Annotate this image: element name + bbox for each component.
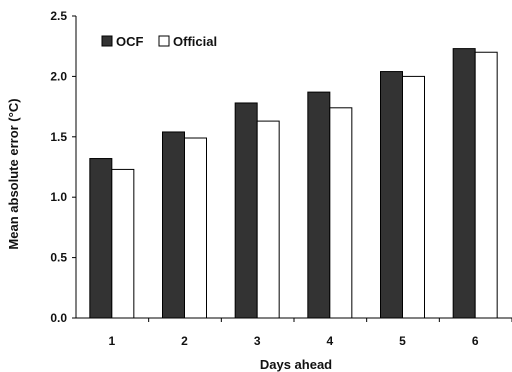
bar-ocf <box>162 131 185 319</box>
bar-ocf <box>307 91 331 319</box>
plot-area <box>75 16 512 319</box>
x-tick-label: 4 <box>326 334 333 348</box>
legend-label-ocf: OCF <box>116 34 144 49</box>
y-tick-label: 1.0 <box>50 190 67 204</box>
legend-swatch-official <box>158 35 170 47</box>
y-tick-label: 2.5 <box>50 9 67 23</box>
x-axis-title: Days ahead <box>260 357 332 372</box>
x-axis: 1 2 3 4 5 6 <box>108 318 512 348</box>
x-tick-label: 3 <box>254 334 261 348</box>
y-axis: 0.0 0.5 1.0 1.5 2.0 2.5 <box>50 9 76 325</box>
y-tick-label: 2.0 <box>50 69 67 83</box>
bar-ocf <box>380 71 403 319</box>
bars <box>89 48 498 319</box>
x-tick-label: 2 <box>181 334 188 348</box>
x-tick-label: 6 <box>472 334 479 348</box>
bar-ocf <box>234 102 258 319</box>
bar-ocf <box>452 48 476 319</box>
bar-official <box>184 137 207 319</box>
legend: OCF Official <box>101 34 217 49</box>
bar-official <box>329 107 353 319</box>
bar-ocf <box>89 158 113 319</box>
y-axis-title: Mean absolute error (°C) <box>6 98 21 249</box>
bar-official <box>111 168 135 319</box>
x-tick-label: 1 <box>108 334 115 348</box>
legend-label-official: Official <box>173 34 217 49</box>
x-tick-label: 5 <box>399 334 406 348</box>
y-tick-label: 0.5 <box>50 251 67 265</box>
y-tick-label: 0.0 <box>50 311 67 325</box>
bar-official <box>256 120 280 319</box>
legend-swatch-ocf <box>101 35 113 47</box>
y-tick-label: 1.5 <box>50 130 67 144</box>
bar-official <box>402 75 425 319</box>
bar-official <box>474 51 498 319</box>
